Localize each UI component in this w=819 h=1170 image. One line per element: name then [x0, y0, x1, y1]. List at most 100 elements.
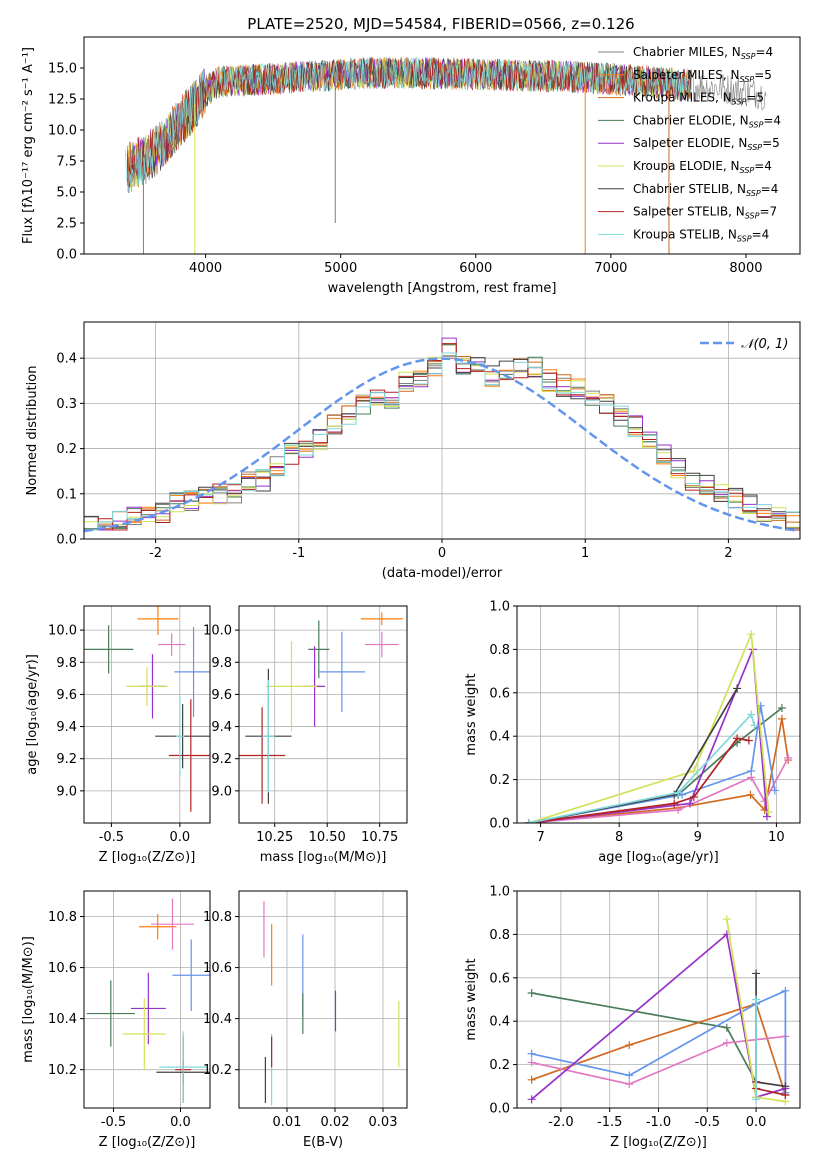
weight-marker: [747, 710, 756, 719]
axes-frame: [516, 605, 801, 824]
weight-marker: [781, 1082, 790, 1091]
x-tick-label: 0: [438, 546, 446, 561]
x-axis-label: E(B-V): [303, 1135, 343, 1150]
weight-series-5: [528, 633, 770, 823]
errorbar-point: [126, 667, 168, 706]
y-tick-label: 9.0: [211, 784, 232, 799]
x-tick-label: -0.5: [695, 1115, 720, 1130]
weight-marker: [527, 1058, 536, 1067]
y-tick-label: 9.6: [211, 688, 232, 703]
weight-marker: [674, 788, 683, 797]
x-tick-label: 7000: [594, 261, 627, 276]
x-tick-label: 10.25: [256, 830, 293, 845]
plot-area: [84, 337, 800, 533]
x-axis-label: Z [log₁₀(Z/Z⊙)]: [99, 850, 196, 865]
y-tick-label: 1.0: [489, 600, 510, 615]
weight-marker: [524, 819, 533, 823]
x-tick-label: 0.0: [170, 1115, 191, 1130]
weight-marker: [685, 799, 694, 808]
x-tick-label: 10: [768, 830, 785, 845]
y-tick-label: 10.2: [203, 1063, 232, 1078]
plot-area: [84, 606, 210, 812]
legend-entry: Salpeter MILES, NSSP=5: [633, 68, 772, 84]
histogram-series-7: [84, 343, 800, 531]
weight-marker: [747, 766, 756, 775]
legend-entry: Salpeter STELIB, NSSP=7: [633, 205, 777, 221]
x-axis-label: mass [log₁₀(M/M⊙)]: [260, 850, 387, 865]
x-tick-label: 10.50: [309, 830, 346, 845]
weight-marker: [527, 1095, 536, 1104]
y-axis-label: mass weight: [464, 958, 479, 1040]
y-tick-label: 10.2: [48, 1063, 77, 1078]
y-tick-label: 10.0: [48, 624, 77, 639]
errorbar-point: [239, 707, 286, 804]
errorbar-point: [122, 998, 166, 1070]
y-tick-label: 9.6: [56, 688, 77, 703]
x-tick-label: -1: [292, 546, 305, 561]
x-axis-label: age [log₁₀(age/yr)]: [598, 850, 719, 865]
weight-marker: [625, 1071, 634, 1080]
weight-marker: [722, 915, 731, 924]
y-tick-label: 10.6: [48, 961, 77, 976]
y-tick-label: 9.0: [56, 784, 77, 799]
weight-marker: [722, 1038, 731, 1047]
weight-marker: [784, 753, 793, 762]
x-axis-label: Z [log₁₀(Z/Z⊙)]: [610, 1135, 707, 1150]
x-tick-label: 10.75: [361, 830, 398, 845]
errorbar-point: [130, 972, 166, 1045]
x-tick-label: -1.5: [597, 1115, 622, 1130]
y-tick-label: 1.0: [489, 885, 510, 900]
y-tick-label: 12.5: [48, 93, 77, 108]
weight-series-6: [755, 973, 786, 1088]
panel-weight-vs-age: 7 8 9 10 0.0 0.2 0.4 0.6 0.8 1.0 age [log₁₀(age/yr…: [464, 600, 801, 865]
weight-marker: [781, 986, 790, 995]
weight-marker: [527, 988, 536, 997]
x-axis-label: Z [log₁₀(Z/Z⊙)]: [99, 1135, 196, 1150]
weight-marker: [527, 1075, 536, 1084]
axes-frame: [83, 36, 801, 255]
weight-marker: [777, 714, 786, 723]
errorbar-point: [360, 612, 403, 626]
axes-frame: [238, 890, 408, 1109]
weight-marker: [770, 786, 779, 795]
spectrum-series-8: [124, 57, 692, 194]
x-tick-label: 8: [615, 830, 623, 845]
errorbar-point: [308, 620, 330, 679]
weight-series-3: [528, 705, 776, 823]
y-tick-label: 9.2: [211, 752, 232, 767]
legend-entry: Salpeter ELODIE, NSSP=5: [633, 136, 780, 152]
plot-area: [527, 915, 790, 1106]
errorbar-point: [262, 679, 275, 793]
weight-marker: [625, 1041, 634, 1050]
y-tick-label: 10.4: [203, 1012, 232, 1027]
x-tick-label: 0.0: [746, 1115, 767, 1130]
x-tick-label: -2.0: [548, 1115, 573, 1130]
y-tick-label: 2.5: [56, 217, 77, 232]
y-tick-label: 15.0: [48, 62, 77, 77]
legend-entry: Kroupa MILES, NSSP=5: [633, 91, 764, 107]
y-tick-label: 7.5: [56, 155, 77, 170]
y-tick-label: 10.4: [48, 1012, 77, 1027]
weight-marker: [689, 766, 698, 775]
y-tick-label: 10.8: [203, 910, 232, 925]
errorbar-point: [175, 696, 184, 777]
weight-marker: [733, 684, 742, 693]
y-tick-label: 10.6: [203, 961, 232, 976]
histogram-series-8: [84, 352, 800, 531]
y-tick-label: 0.0: [489, 817, 510, 832]
weight-marker: [752, 1095, 761, 1104]
y-tick-label: 9.8: [211, 656, 232, 671]
y-tick-label: 5.0: [56, 186, 77, 201]
plot-area: [263, 901, 400, 1106]
y-tick-label: 0.4: [56, 352, 77, 367]
y-axis-label: age [log₁₀(age/yr)]: [25, 654, 40, 775]
y-tick-label: 0.6: [489, 686, 510, 701]
y-tick-label: 9.4: [56, 720, 77, 735]
x-tick-label: 9: [694, 830, 702, 845]
y-tick-label: 9.2: [56, 752, 77, 767]
axes-frame: [83, 605, 211, 824]
errorbar-point: [86, 980, 135, 1047]
x-tick-label: -0.5: [101, 1115, 126, 1130]
weight-marker: [750, 721, 759, 730]
